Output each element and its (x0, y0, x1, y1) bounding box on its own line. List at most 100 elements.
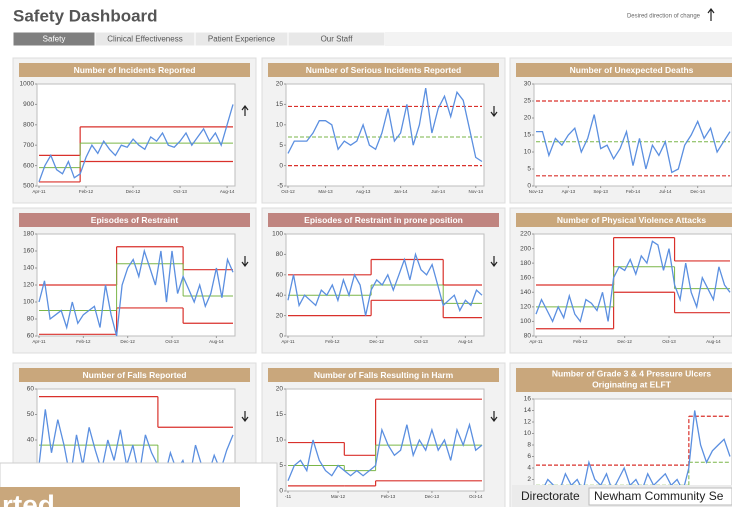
x-tick-label: Feb-12 (76, 339, 91, 344)
y-tick-label: 220 (520, 231, 531, 238)
y-tick-label: 5 (279, 462, 283, 469)
chart-header (268, 63, 499, 77)
y-tick-label: 50 (27, 411, 35, 418)
x-tick-label: Aug-14 (220, 189, 235, 194)
x-tick-label: Mar-12 (331, 494, 346, 499)
overlay: rted Directorate Newham Community Se (0, 462, 732, 507)
y-tick-label: 15 (276, 411, 284, 418)
values-line (38, 248, 234, 337)
chart-panel: Episodes of Restraint in prone position 0… (261, 207, 506, 354)
y-tick-label: 80 (27, 316, 35, 323)
y-tick-label: 140 (520, 289, 531, 296)
y-tick-label: 16 (524, 396, 532, 403)
x-tick-label: Apr-11 (32, 189, 46, 194)
y-tick-label: 160 (23, 248, 34, 255)
direction-arrow (490, 256, 498, 267)
y-tick-label: 20 (276, 81, 284, 88)
y-tick-label: 1000 (20, 81, 35, 88)
chart-title: Number of Unexpected Deaths (570, 65, 694, 75)
x-tick-label: Aug-14 (706, 339, 721, 344)
y-tick-label: 40 (27, 437, 35, 444)
chart-header (19, 368, 250, 382)
y-tick-label: 20 (524, 115, 532, 122)
x-tick-label: Nov-12 (529, 189, 544, 194)
x-tick-label: Mar-13 (318, 189, 333, 194)
y-tick-label: 10 (276, 437, 284, 444)
filter-value[interactable]: Newham Community Se (594, 489, 724, 503)
x-tick-label: Jul-14 (659, 189, 672, 194)
x-tick-label: Jun-14 (431, 189, 445, 194)
y-tick-label: 10 (276, 122, 284, 129)
y-tick-label: 120 (23, 282, 34, 289)
x-tick-label: Apr-11 (281, 339, 295, 344)
chart-grid: Number of Incidents Reported500600700800… (12, 57, 732, 507)
y-tick-label: 140 (23, 265, 34, 272)
y-tick-label: 200 (520, 245, 531, 252)
y-tick-label: 0 (279, 333, 283, 340)
x-tick-label: Oct-13 (662, 339, 676, 344)
x-tick-label: Feb-12 (325, 339, 340, 344)
x-tick-label: Aug-13 (356, 189, 371, 194)
chart-title: Number of Physical Violence Attacks (557, 215, 707, 225)
y-tick-label: 100 (272, 231, 283, 238)
x-tick-label: Oct-13 (165, 339, 179, 344)
y-tick-label: 80 (276, 251, 284, 258)
chart-header (516, 368, 732, 392)
y-tick-label: 800 (23, 122, 34, 129)
y-tick-label: 6 (527, 453, 531, 460)
chart-panel: Number of Physical Violence Attacks 80 100… (509, 207, 732, 354)
x-tick-label: Oct-13 (414, 339, 428, 344)
x-tick-label: Aug-14 (458, 339, 473, 344)
chart-header (268, 368, 499, 382)
y-tick-label: 500 (23, 183, 34, 190)
tab-fill (385, 32, 732, 46)
y-tick-label: 15 (276, 101, 284, 108)
y-tick-label: 25 (524, 98, 532, 105)
chart-title: Episodes of Restraint in prone position (304, 215, 463, 225)
y-tick-label: 10 (524, 430, 532, 437)
chart-panel: Number of Falls Resulting in Harm 0 5 10 15 2… (261, 362, 506, 507)
x-tick-label: Dec-12 (369, 339, 384, 344)
chart-header (268, 213, 499, 227)
tab-label[interactable]: Safety (43, 35, 66, 44)
x-tick-label: Sep-13 (593, 189, 608, 194)
direction-icon (707, 8, 715, 21)
x-tick-label: Aug-14 (209, 339, 224, 344)
x-tick-label: Jan-14 (394, 189, 408, 194)
filter-input[interactable] (588, 487, 732, 506)
y-tick-label: 12 (524, 419, 532, 426)
y-tick-label: 20 (276, 386, 284, 393)
x-tick-label: Feb-13 (381, 494, 396, 499)
y-tick-label: 14 (524, 407, 532, 414)
x-tick-label: Apr-11 (529, 339, 543, 344)
direction-note: Desired direction of change (627, 14, 701, 20)
y-tick-label: 0 (279, 488, 283, 495)
x-tick-label: Dec-13 (425, 494, 440, 499)
y-tick-label: 5 (527, 166, 531, 173)
chart-panel: Number of Unexpected Deaths 0 5 10 15 20 25 30 N… (509, 57, 732, 204)
values-line (287, 422, 483, 482)
tab-bar: Safety Clinical Effectiveness Patient Expe… (12, 31, 732, 47)
x-tick-label: Feb-12 (79, 189, 94, 194)
y-tick-label: 10 (524, 149, 532, 156)
chart-panel: Number of Grade 3 & 4 Pressure UlcersOri… (509, 362, 732, 507)
tab-label[interactable]: Our Staff (321, 35, 354, 44)
chart-panel: Number of Incidents Reported 500 600 700 800… (12, 57, 257, 204)
chart-header (19, 213, 250, 227)
direction-arrow (241, 105, 249, 116)
chart-header (19, 63, 250, 77)
chart-header (516, 213, 732, 227)
y-tick-label: 30 (524, 81, 532, 88)
tab-label[interactable]: Clinical Effectiveness (107, 35, 182, 44)
y-tick-label: 100 (23, 299, 34, 306)
x-tick-label: Feb-14 (626, 189, 641, 194)
direction-arrow (490, 106, 498, 117)
x-tick-label: Oct-12 (281, 189, 295, 194)
x-tick-label: Oct-14 (469, 494, 483, 499)
values-line (287, 87, 483, 163)
chart-title: Number of Falls Resulting in Harm (314, 370, 454, 380)
filter-label: Directorate (521, 489, 580, 503)
tab-label[interactable]: Patient Experience (208, 35, 276, 44)
